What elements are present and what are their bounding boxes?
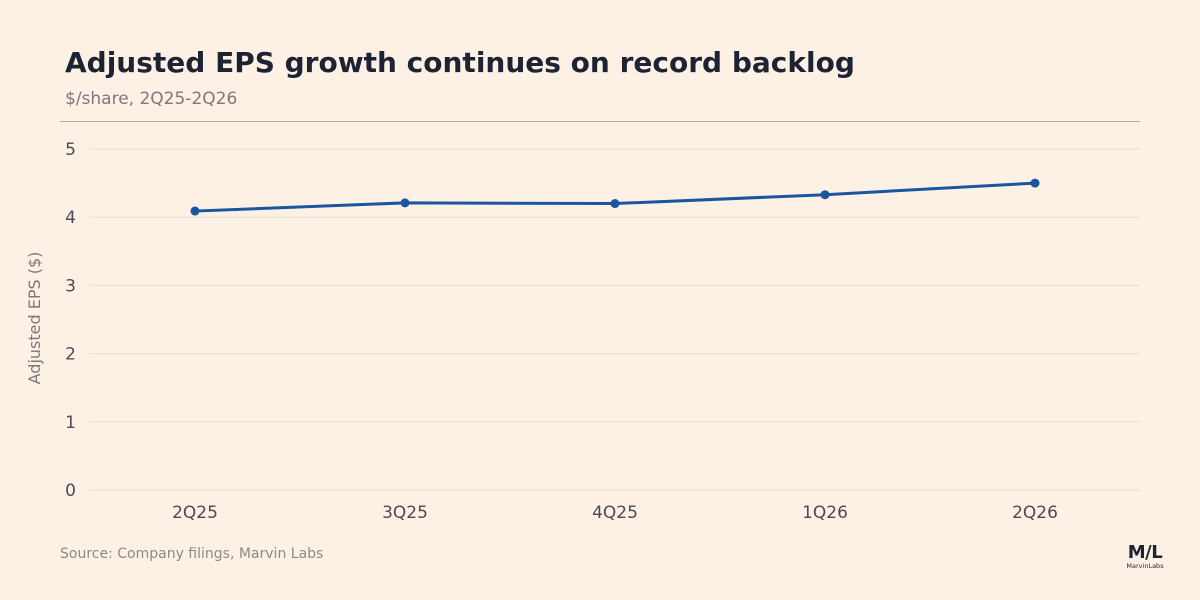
data-point-2Q25	[190, 206, 200, 216]
gridlines	[90, 148, 1140, 491]
x-tick-label: 1Q26	[802, 503, 848, 523]
y-tick-label: 0	[65, 481, 76, 501]
logo-text: MarvinLabs	[1126, 562, 1164, 570]
x-tick-label: 2Q25	[172, 503, 218, 523]
source-note: Source: Company filings, Marvin Labs	[60, 546, 324, 562]
y-tick-label: 5	[65, 140, 76, 160]
y-tick-label: 2	[65, 345, 76, 365]
data-point-3Q25	[400, 198, 410, 208]
title-divider	[60, 121, 1140, 122]
y-tick-label: 1	[65, 413, 76, 433]
data-point-1Q26	[820, 190, 830, 200]
x-tick-label: 4Q25	[592, 503, 638, 523]
chart-title: Adjusted EPS growth continues on record …	[65, 46, 855, 79]
y-tick-label: 4	[65, 208, 76, 228]
y-tick-label: 3	[65, 276, 76, 296]
x-tick-label: 3Q25	[382, 503, 428, 523]
series	[190, 178, 1040, 216]
brand-logo: M/L MarvinLabs	[1118, 543, 1172, 570]
y-axis-label: Adjusted EPS ($)	[25, 252, 44, 385]
x-tick-labels: 2Q25 3Q25 4Q25 1Q26 2Q26	[172, 503, 1058, 523]
logo-mark: M/L	[1127, 542, 1163, 563]
chart-subtitle: $/share, 2Q25-2Q26	[65, 89, 238, 109]
data-point-4Q25	[610, 199, 620, 209]
y-tick-labels: 0 1 2 3 4 5	[65, 140, 76, 501]
data-point-2Q26	[1030, 178, 1040, 188]
x-tick-label: 2Q26	[1012, 503, 1058, 523]
